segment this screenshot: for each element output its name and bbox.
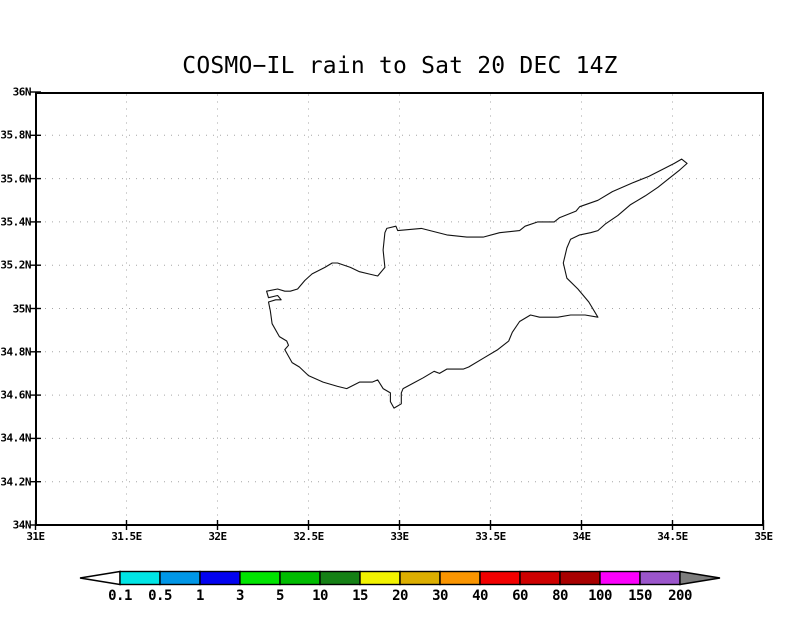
chart-title: COSMO−IL rain to Sat 20 DEC 14Z — [182, 53, 618, 79]
colorbar-segment — [479, 570, 521, 586]
y-axis-tick-label: 36N — [12, 85, 32, 99]
colorbar-segment — [439, 570, 481, 586]
colorbar-level-label: 1 — [196, 588, 204, 604]
x-axis-tick-label: 33E — [390, 530, 409, 543]
y-axis-tick-label: 34.2N — [0, 475, 31, 489]
y-axis-tick-label: 34.6N — [0, 388, 31, 402]
colorbar-segment — [599, 570, 641, 586]
colorbar-level-label: 60 — [512, 588, 528, 604]
colorbar-segment — [119, 570, 161, 586]
y-axis-tick-label: 34N — [12, 518, 32, 532]
plot-border — [35, 92, 764, 526]
colorbar-segment — [559, 570, 601, 586]
y-axis-tick-label: 35.6N — [0, 172, 31, 186]
x-axis-tick-label: 34.5E — [657, 530, 688, 543]
colorbar-level-label: 30 — [432, 588, 448, 604]
colorbar-level-label: 10 — [312, 588, 328, 604]
colorbar-level-label: 100 — [588, 588, 612, 604]
colorbar-segment — [319, 570, 361, 586]
x-axis-tick-label: 34E — [572, 530, 591, 543]
y-axis-tick-label: 35.4N — [0, 215, 31, 229]
colorbar-level-label: 15 — [352, 588, 368, 604]
colorbar-level-label: 80 — [552, 588, 568, 604]
x-axis-tick-label: 31.5E — [111, 530, 142, 543]
y-axis-tick-label: 35.2N — [0, 258, 31, 272]
y-axis-tick-label: 35.8N — [0, 128, 31, 142]
map-plot-area — [30, 91, 765, 530]
x-axis-tick-label: 35E — [754, 530, 773, 543]
y-axis-tick-label: 34.8N — [0, 345, 31, 359]
colorbar-segment — [159, 570, 201, 586]
colorbar-level-label: 0.1 — [108, 588, 132, 604]
colorbar-below-min-arrow — [79, 570, 121, 586]
colorbar-level-label: 20 — [392, 588, 408, 604]
colorbar-level-label: 0.5 — [148, 588, 172, 604]
colorbar-segment — [199, 570, 241, 586]
colorbar-level-label: 5 — [276, 588, 284, 604]
y-axis-tick-label: 35N — [12, 302, 32, 315]
colorbar-segment — [399, 570, 441, 586]
colorbar-segment — [359, 570, 401, 586]
colorbar-segment — [279, 570, 321, 586]
colorbar — [79, 570, 721, 586]
colorbar-level-label: 40 — [472, 588, 488, 604]
x-axis-tick-label: 33.5E — [475, 530, 506, 543]
colorbar-segment — [639, 570, 681, 586]
colorbar-level-label: 150 — [628, 588, 652, 604]
cyprus-coastline — [266, 158, 688, 409]
colorbar-segment — [239, 570, 281, 586]
colorbar-level-label: 200 — [668, 588, 692, 604]
x-axis-tick-label: 32.5E — [293, 530, 324, 543]
colorbar-above-max-arrow — [679, 570, 721, 586]
y-axis-tick-label: 34.4N — [0, 431, 31, 445]
colorbar-segment — [519, 570, 561, 586]
colorbar-level-label: 3 — [236, 588, 244, 604]
x-axis-tick-label: 32E — [208, 530, 227, 543]
x-axis-tick-label: 31E — [26, 530, 45, 543]
